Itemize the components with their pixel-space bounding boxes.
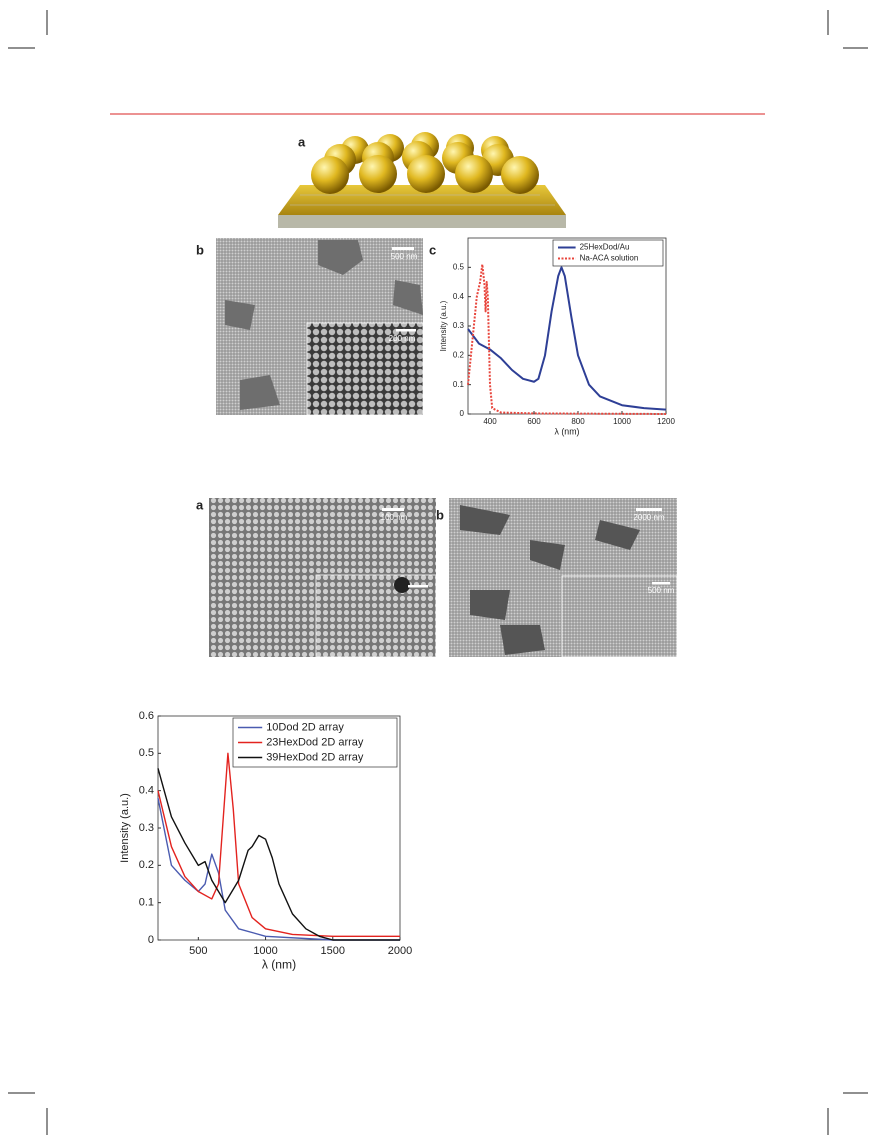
y-tick-label: 0.2 bbox=[139, 859, 154, 871]
y-axis-label: Intensity (a.u.) bbox=[439, 300, 448, 351]
legend-label: 23HexDod 2D array bbox=[266, 736, 364, 748]
scale-bar-label: 200 nm bbox=[389, 334, 416, 343]
y-tick-label: 0.6 bbox=[139, 710, 154, 722]
x-tick-label: 1200 bbox=[657, 417, 675, 426]
x-tick-label: 600 bbox=[527, 417, 541, 426]
x-tick-label: 400 bbox=[483, 417, 497, 426]
y-tick-label: 0.4 bbox=[453, 292, 465, 301]
chart: 500 1000 1500 2000 0 0.1 0.2 0.3 0.4 0.5 0.6 λ (nm)… bbox=[119, 710, 412, 972]
y-tick-label: 0.2 bbox=[453, 350, 465, 359]
legend-box bbox=[552, 239, 664, 267]
y-tick-label: 0.4 bbox=[139, 785, 154, 797]
series-line bbox=[467, 266, 667, 411]
series-line bbox=[157, 768, 400, 941]
panel-label: c bbox=[429, 242, 436, 257]
chart: 400 600 800 1000 1200 0 0.1 0.2 0.3 0.4 0.5 λ (nm) I… bbox=[439, 237, 675, 437]
x-tick-label: 800 bbox=[571, 417, 585, 426]
panel-label: b bbox=[196, 242, 204, 257]
plot-area bbox=[467, 237, 667, 415]
spheres bbox=[311, 132, 539, 194]
x-tick-label: 1000 bbox=[253, 945, 277, 957]
scale-bar-label: 2000 nm bbox=[633, 513, 664, 522]
sem-image: b 2000 nm 500 nm bbox=[436, 498, 678, 658]
crop-marks bbox=[8, 10, 868, 1135]
legend-label: 10Dod 2D array bbox=[266, 721, 344, 733]
series-line bbox=[157, 752, 400, 937]
x-tick-label: 1000 bbox=[613, 417, 631, 426]
y-axis-label: Intensity (a.u.) bbox=[119, 793, 131, 863]
y-tick-label: 0.3 bbox=[139, 822, 154, 834]
series-line bbox=[467, 263, 667, 415]
legend-label: 39HexDod 2D array bbox=[266, 751, 364, 763]
y-tick-label: 0.1 bbox=[453, 380, 465, 389]
scale-bar-label: 500 nm bbox=[648, 586, 675, 595]
sem-image: a 100 nm bbox=[196, 497, 437, 658]
y-tick-label: 0.5 bbox=[453, 262, 465, 271]
legend-label: 25HexDod/Au bbox=[580, 243, 630, 252]
scale-bar-label: 100 nm bbox=[381, 513, 408, 522]
x-axis-label: λ (nm) bbox=[262, 958, 296, 972]
sem-image: b 500 nm 200 nm bbox=[196, 238, 424, 416]
y-tick-label: 0.5 bbox=[139, 747, 154, 759]
scale-bar-label: 500 nm bbox=[391, 252, 418, 261]
y-tick-label: 0.1 bbox=[139, 897, 154, 909]
panel-label: b bbox=[436, 507, 444, 522]
x-tick-label: 500 bbox=[189, 945, 207, 957]
x-tick-label: 1500 bbox=[321, 945, 345, 957]
illustration: a bbox=[278, 132, 566, 228]
panel-label: a bbox=[298, 134, 306, 149]
y-tick-label: 0 bbox=[460, 409, 465, 418]
series-line bbox=[157, 797, 400, 941]
x-axis-label: λ (nm) bbox=[555, 427, 580, 437]
legend-label: Na-ACA solution bbox=[580, 254, 639, 263]
x-tick-label: 2000 bbox=[388, 945, 412, 957]
y-tick-label: 0 bbox=[148, 934, 154, 946]
y-tick-label: 0.3 bbox=[453, 321, 465, 330]
panel-label: a bbox=[196, 497, 204, 512]
